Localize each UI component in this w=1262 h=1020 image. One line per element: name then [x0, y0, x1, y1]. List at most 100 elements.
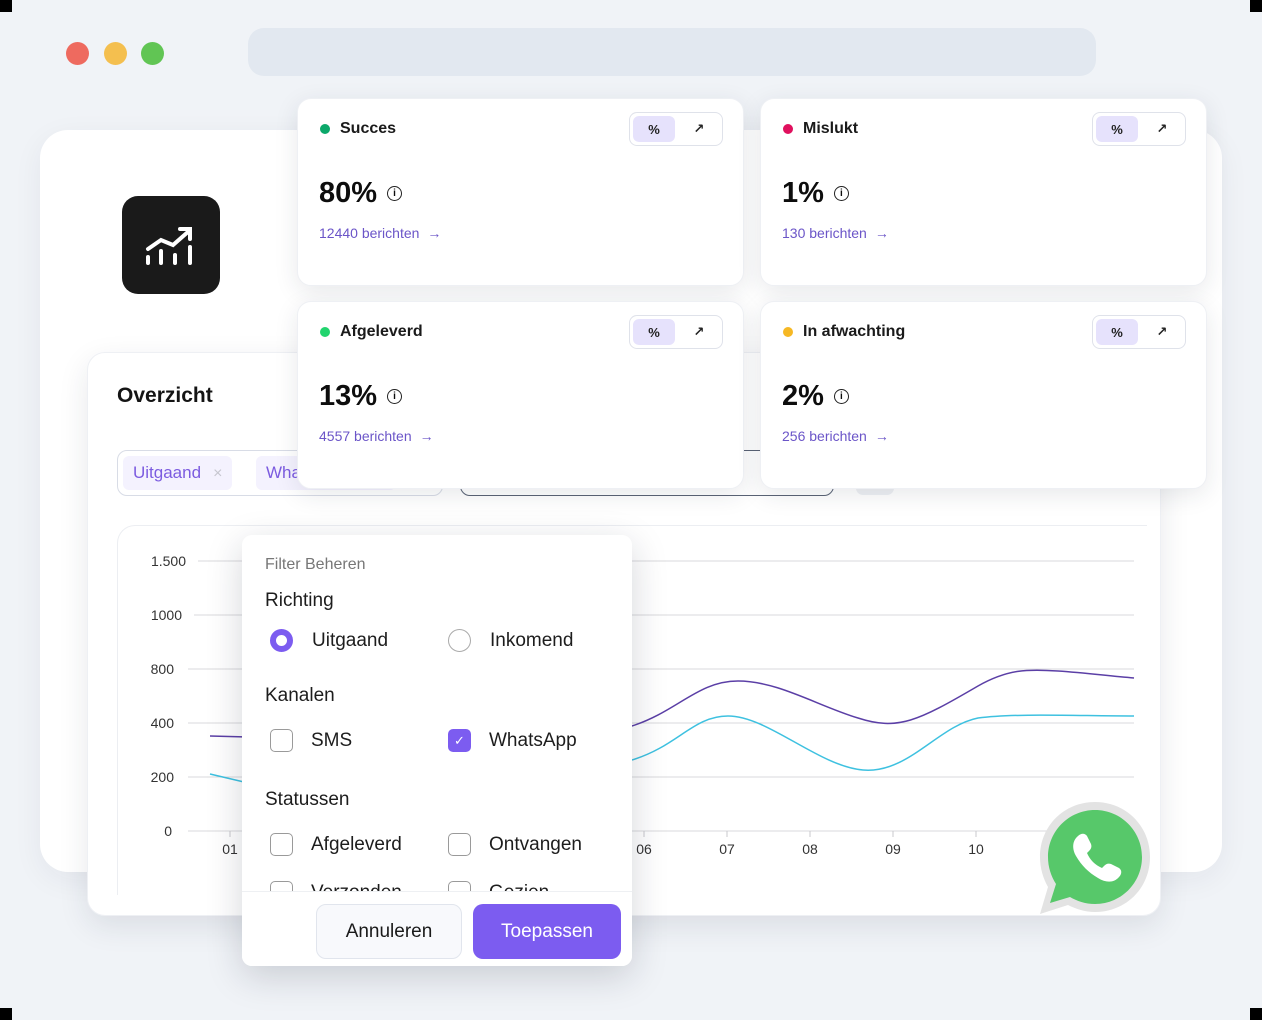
- option-label: WhatsApp: [489, 729, 577, 751]
- y-tick: 1.500: [150, 553, 186, 569]
- stat-value: 2%: [782, 380, 824, 412]
- option-label: Uitgaand: [312, 629, 389, 651]
- percent-toggle-button[interactable]: %: [1096, 319, 1138, 345]
- status-dot: [320, 327, 330, 337]
- arrow-right-icon: →: [419, 428, 434, 444]
- radio-selected-icon[interactable]: [270, 629, 293, 652]
- y-tick: 200: [150, 769, 174, 785]
- series-cyan-line: [209, 714, 1135, 783]
- stat-value: 80%: [319, 177, 378, 209]
- corner-mark: [1250, 1008, 1262, 1020]
- arrow-right-icon: →: [874, 225, 889, 241]
- status-dot: [320, 124, 330, 134]
- close-window-button[interactable]: [66, 42, 89, 65]
- chart-trend-icon: [146, 227, 192, 265]
- cancel-button[interactable]: Annuleren: [316, 904, 462, 959]
- stat-card-in-afwachting: In afwachting % ↗ 2% i 256 berichten →: [760, 301, 1207, 489]
- messages-link[interactable]: 4557 berichten →: [319, 428, 434, 444]
- y-tick: 0: [164, 823, 172, 839]
- radio-inkomend[interactable]: Inkomend: [448, 629, 573, 652]
- trend-toggle-button[interactable]: ↗: [693, 121, 705, 136]
- trend-toggle-button[interactable]: ↗: [693, 324, 705, 339]
- radio-uitgaand[interactable]: Uitgaand: [270, 629, 388, 652]
- info-icon[interactable]: i: [833, 186, 849, 201]
- checkbox-icon[interactable]: [448, 833, 471, 856]
- view-toggle: % ↗: [1092, 315, 1186, 349]
- radio-icon[interactable]: [448, 629, 471, 652]
- status-dot: [783, 327, 793, 337]
- app-logo: [122, 196, 220, 294]
- stat-label: In afwachting: [803, 323, 906, 340]
- maximize-window-button[interactable]: [141, 42, 164, 65]
- stat-label: Succes: [340, 120, 397, 137]
- messages-link[interactable]: 256 berichten →: [782, 428, 889, 444]
- filter-popup: Filter Beheren Richting Uitgaand Inkomen…: [242, 535, 632, 966]
- x-tick: 10: [968, 841, 984, 857]
- option-label: Afgeleverd: [311, 833, 402, 855]
- section-title-statussen: Statussen: [265, 789, 350, 810]
- y-tick: 400: [150, 715, 174, 731]
- overview-title: Overzicht: [117, 384, 213, 407]
- url-bar[interactable]: [248, 28, 1096, 76]
- checkbox-checked-icon[interactable]: ✓: [448, 729, 471, 752]
- filter-chip-uitgaand[interactable]: Uitgaand ×: [123, 456, 233, 490]
- option-label: Inkomend: [490, 629, 574, 651]
- view-toggle: % ↗: [1092, 112, 1186, 146]
- info-icon[interactable]: i: [387, 186, 403, 201]
- percent-toggle-button[interactable]: %: [633, 319, 675, 345]
- stat-card-afgeleverd: Afgeleverd % ↗ 13% i 4557 berichten →: [297, 301, 744, 489]
- checkbox-afgeleverd[interactable]: Afgeleverd: [270, 833, 402, 856]
- checkbox-ontvangen[interactable]: Ontvangen: [448, 833, 582, 856]
- whatsapp-icon: [1040, 802, 1150, 914]
- corner-mark: [0, 1008, 12, 1020]
- info-icon[interactable]: i: [833, 389, 849, 404]
- link-label: 12440 berichten: [319, 225, 420, 241]
- whatsapp-badge: [1038, 800, 1152, 916]
- link-label: 4557 berichten: [319, 428, 412, 444]
- stat-label: Afgeleverd: [340, 323, 423, 340]
- popup-footer: Annuleren Toepassen: [242, 891, 632, 966]
- option-label: Ontvangen: [489, 833, 582, 855]
- x-tick: 08: [802, 841, 818, 857]
- stat-card-succes: Succes % ↗ 80% i 12440 berichten →: [297, 98, 744, 286]
- link-label: 256 berichten: [782, 428, 867, 444]
- x-tick: 06: [636, 841, 652, 857]
- popup-title: Filter Beheren: [265, 556, 366, 573]
- x-tick: 07: [719, 841, 735, 857]
- info-icon[interactable]: i: [387, 389, 403, 404]
- series-purple-line: [209, 669, 1135, 738]
- section-title-kanalen: Kanalen: [265, 685, 335, 706]
- stat-value: 13%: [319, 380, 378, 412]
- corner-mark: [1250, 0, 1262, 12]
- view-toggle: % ↗: [629, 315, 723, 349]
- trend-toggle-button[interactable]: ↗: [1156, 324, 1168, 339]
- checkbox-whatsapp[interactable]: ✓ WhatsApp: [448, 729, 577, 752]
- line-chart: 1.500 1000 800 400 200 0: [117, 525, 1147, 895]
- arrow-right-icon: →: [427, 225, 442, 241]
- minimize-window-button[interactable]: [104, 42, 127, 65]
- trend-toggle-button[interactable]: ↗: [1156, 121, 1168, 136]
- link-label: 130 berichten: [782, 225, 867, 241]
- messages-link[interactable]: 130 berichten →: [782, 225, 889, 241]
- close-icon[interactable]: ×: [213, 465, 223, 482]
- stat-value: 1%: [782, 177, 824, 209]
- chip-label: Uitgaand: [133, 463, 202, 482]
- apply-button[interactable]: Toepassen: [473, 904, 621, 959]
- messages-link[interactable]: 12440 berichten →: [319, 225, 441, 241]
- view-toggle: % ↗: [629, 112, 723, 146]
- stat-label: Mislukt: [803, 120, 859, 137]
- percent-toggle-button[interactable]: %: [633, 116, 675, 142]
- checkbox-sms[interactable]: SMS: [270, 729, 352, 752]
- x-tick: 01: [222, 841, 238, 857]
- percent-toggle-button[interactable]: %: [1096, 116, 1138, 142]
- option-label: SMS: [311, 729, 353, 751]
- y-tick: 1000: [150, 607, 182, 623]
- section-title-richting: Richting: [265, 590, 334, 611]
- checkbox-icon[interactable]: [270, 729, 293, 752]
- checkbox-icon[interactable]: [270, 833, 293, 856]
- corner-mark: [0, 0, 12, 12]
- y-tick: 800: [150, 661, 174, 677]
- stat-card-mislukt: Mislukt % ↗ 1% i 130 berichten →: [760, 98, 1207, 286]
- x-tick: 09: [885, 841, 901, 857]
- arrow-right-icon: →: [874, 428, 889, 444]
